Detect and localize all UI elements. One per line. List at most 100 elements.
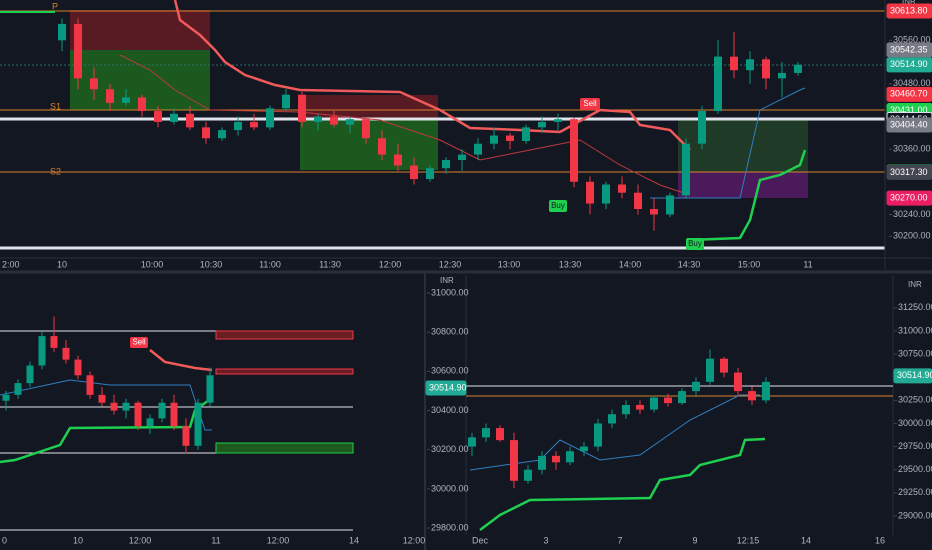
signal-label: Buy: [688, 239, 702, 248]
y-tick-label: 30560.00: [893, 35, 931, 45]
y-tick-label: 30200.00: [893, 231, 931, 241]
candle-body: [378, 138, 386, 155]
right-candles: [468, 349, 770, 489]
price-label-box: [886, 190, 932, 206]
candle-body: [762, 59, 770, 79]
y-tick-label: 30200.00: [431, 444, 469, 454]
candle-body: [706, 358, 714, 382]
candle-body: [194, 402, 202, 446]
x-tick-label: 11: [803, 259, 812, 269]
candle-body: [234, 121, 242, 131]
candle-body: [496, 428, 504, 441]
x-tick-label: 13:30: [559, 259, 582, 269]
supertrend-down: [173, 0, 691, 151]
x-tick-label: 7: [617, 535, 622, 545]
x-tick-label: 12:00: [379, 259, 402, 269]
price-label: 30514.90: [890, 59, 928, 69]
x-tick-label: 9: [692, 535, 697, 545]
supertrend-up: [479, 437, 766, 531]
candle-body: [522, 127, 530, 141]
axis-unit: INR: [440, 276, 454, 285]
candle-body: [410, 165, 418, 180]
candle-body: [346, 119, 354, 125]
price-label-box: [893, 368, 932, 384]
candle-body: [794, 64, 802, 73]
candle-body: [266, 108, 274, 128]
x-tick-label: 3: [543, 535, 548, 545]
supertrend-up: [689, 149, 807, 242]
candle-body: [554, 119, 562, 122]
x-tick-label: 15:00: [738, 259, 761, 269]
candle-body: [692, 381, 700, 392]
x-tick-label: 11: [211, 535, 220, 545]
candle-body: [362, 119, 370, 139]
candle-body: [586, 181, 594, 204]
candle-body: [58, 23, 66, 41]
signal-badge: [686, 238, 704, 250]
price-label-box: [886, 3, 932, 19]
price-label: 30270.00: [890, 193, 928, 203]
main-overlay: P S1 S2 Sell Buy Buy: [50, 1, 704, 250]
candle-body: [182, 426, 190, 446]
y-tick-label: 30000.00: [898, 418, 932, 428]
x-tick-label: 12:00: [129, 535, 152, 545]
candle-body: [250, 121, 258, 128]
price-label: 30514.90: [429, 382, 467, 392]
candle-body: [622, 404, 630, 415]
price-label: 30404.40: [890, 119, 928, 129]
signal-badge: [130, 337, 148, 348]
pivot-label: S1: [50, 101, 61, 111]
indicator-line: [119, 54, 691, 196]
candle-body: [122, 402, 130, 411]
signal-badge: [580, 98, 600, 110]
y-tick-label: 30240.00: [893, 209, 931, 219]
candle-body: [2, 394, 10, 401]
supertrend-down: [149, 349, 213, 372]
candle-body: [442, 160, 450, 169]
candle-body: [720, 358, 728, 373]
x-tick-label: 14:30: [678, 259, 701, 269]
y-tick-label: 31250.00: [898, 302, 932, 312]
candle-body: [138, 97, 146, 112]
candle-body: [664, 397, 672, 404]
candle-body: [746, 59, 754, 71]
signal-label: Sell: [132, 338, 146, 347]
price-label: 30542.35: [890, 44, 928, 54]
candle-body: [524, 469, 532, 481]
candle-body: [62, 347, 70, 360]
price-label: 30317.30: [890, 167, 928, 177]
axis-unit: INR: [902, 0, 916, 6]
y-tick-label: 30400.00: [431, 405, 469, 415]
candle-body: [106, 89, 114, 103]
candle-body: [698, 111, 706, 144]
price-label-box: [886, 86, 932, 102]
y-tick-label: 29000.00: [898, 510, 932, 520]
y-tick-label: 29750.00: [898, 441, 932, 451]
candle-body: [666, 195, 674, 215]
candle-body: [678, 391, 686, 404]
x-tick-label: 10:30: [200, 259, 223, 269]
price-label: 30460.70: [890, 89, 928, 99]
unit-bg: [437, 276, 457, 286]
candle-body: [468, 437, 476, 447]
price-label-box: [425, 380, 467, 396]
candle-body: [38, 336, 46, 366]
y-tick-label: 30800.00: [431, 327, 469, 337]
candle-body: [170, 113, 178, 122]
candle-body: [474, 143, 482, 155]
y-tick-label: 29800.00: [431, 522, 469, 532]
candle-body: [482, 428, 490, 438]
zone: [678, 120, 808, 172]
candle-body: [608, 414, 616, 424]
y-tick-label: 31000.00: [898, 325, 932, 335]
candle-body: [490, 135, 498, 144]
candle-body: [314, 116, 322, 122]
candle-body: [734, 372, 742, 392]
x-tick-label: 14: [801, 535, 811, 545]
candle-body: [202, 127, 210, 139]
candle-body: [50, 336, 58, 348]
candle-body: [510, 440, 518, 481]
price-label-box: [886, 117, 932, 133]
